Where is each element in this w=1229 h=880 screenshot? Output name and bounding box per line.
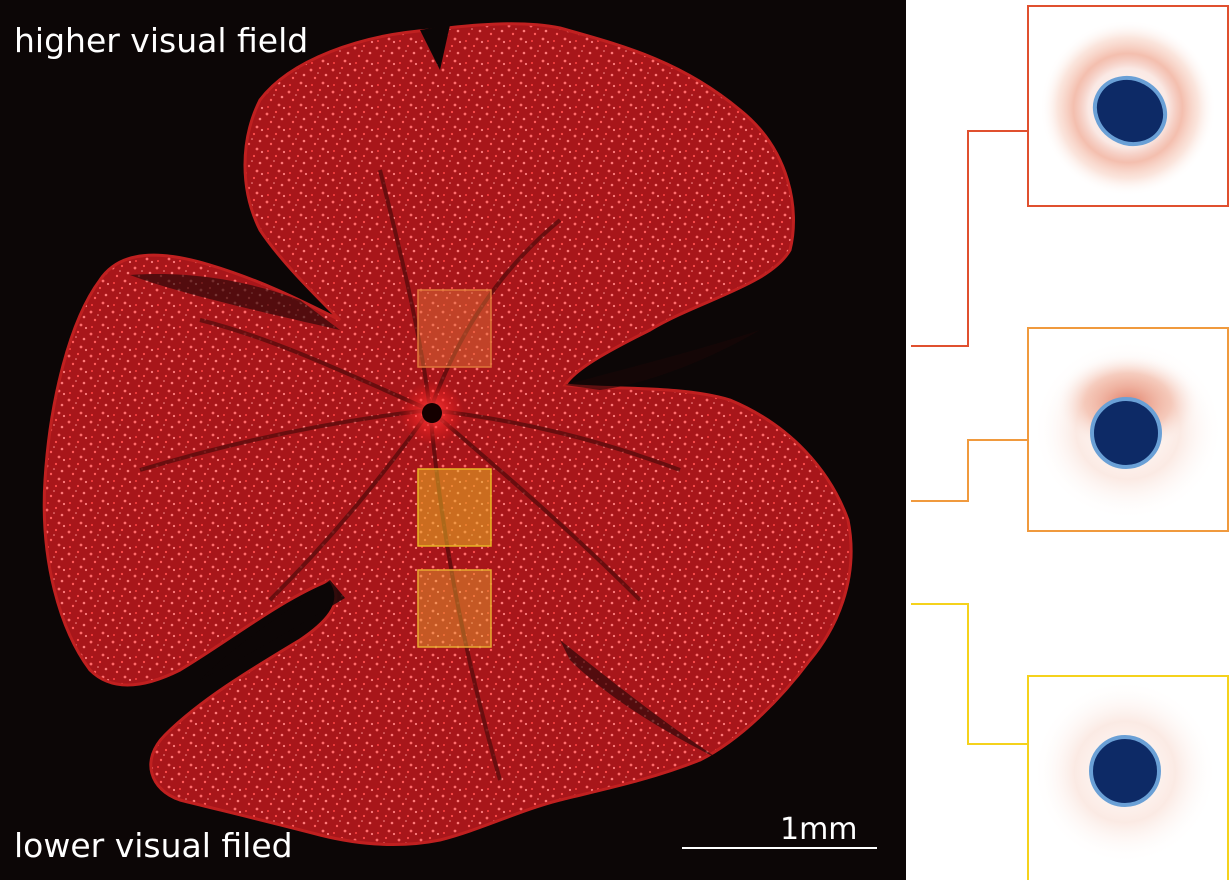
center-middle [1090,397,1162,469]
label-lower-visual-field: lower visual filed [14,826,293,865]
connector-middle [911,439,1028,502]
region-marker-upper [417,289,492,368]
region-marker-lower [417,569,492,648]
blood-vessels [139,169,681,781]
center-upper [1092,75,1168,147]
inset-middle [1027,327,1229,532]
slit-right [565,330,760,390]
slit-left [130,274,340,330]
region-marker-middle [417,468,492,547]
label-higher-visual-field: higher visual field [14,21,309,60]
center-lower [1089,735,1161,807]
optic-disc [422,403,442,423]
connector-upper [911,130,1028,347]
inset-upper [1027,5,1229,207]
scale-bar-label: 1mm [780,812,858,847]
inset-lower [1027,675,1229,880]
slit-top [420,25,450,70]
slit-bottom-left [200,580,345,680]
connector-lower [911,603,1028,745]
